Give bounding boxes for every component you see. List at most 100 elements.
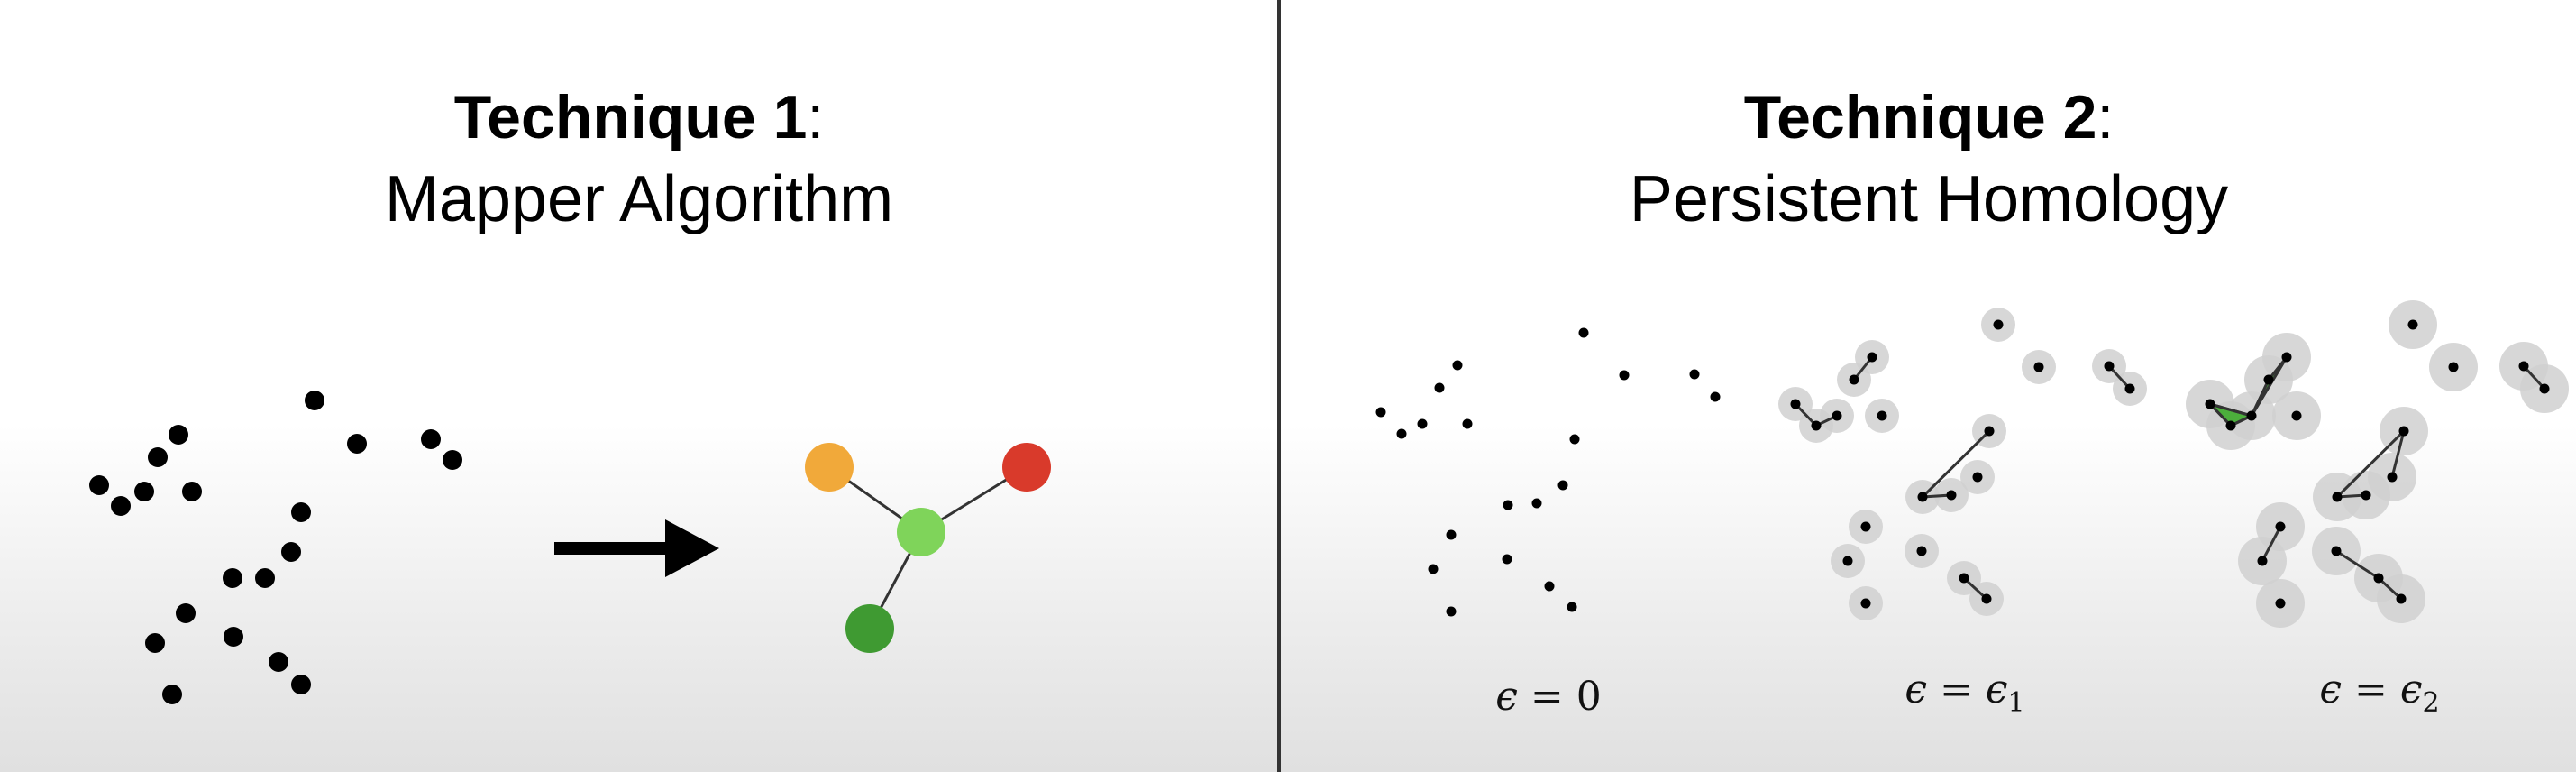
data-point bbox=[176, 603, 196, 623]
data-point bbox=[2518, 361, 2529, 372]
epsilon-label-2: ϵ = ϵ2 bbox=[2319, 666, 2439, 719]
data-point bbox=[1867, 352, 1877, 363]
graph-node-dark-green bbox=[845, 604, 894, 653]
data-point bbox=[2407, 319, 2418, 330]
technique-2-subtitle: Persistent Homology bbox=[1629, 163, 2229, 235]
data-point bbox=[1981, 593, 1992, 604]
data-point bbox=[1544, 581, 1555, 592]
technique-2-title-bold: Technique 2 bbox=[1743, 83, 2097, 152]
data-point bbox=[1567, 602, 1577, 612]
simplex-edge bbox=[1921, 429, 1991, 499]
simplex-edge bbox=[2522, 364, 2546, 391]
right-arrow-icon bbox=[554, 519, 719, 577]
data-point bbox=[443, 450, 462, 470]
data-point bbox=[269, 652, 288, 672]
data-point bbox=[2398, 426, 2409, 437]
technique-2-panel: Technique 2: Persistent Homology ϵ = 0 ϵ… bbox=[1282, 0, 2576, 772]
simplex-edge bbox=[1962, 576, 1988, 601]
panel-divider bbox=[1277, 0, 1281, 772]
technique-1-panel: Technique 1: Mapper Algorithm bbox=[0, 0, 1278, 772]
data-point bbox=[1557, 480, 1568, 491]
data-point bbox=[1860, 598, 1871, 609]
graph-node-orange bbox=[805, 443, 854, 492]
simplex-edge bbox=[2335, 549, 2380, 580]
filtration-eps-2 bbox=[2186, 300, 2569, 628]
data-point bbox=[1578, 327, 1589, 338]
data-point bbox=[1428, 564, 1439, 574]
data-point bbox=[2291, 410, 2302, 421]
data-point bbox=[1959, 573, 1969, 584]
data-point bbox=[162, 685, 182, 704]
simplex-edge bbox=[2390, 430, 2406, 478]
data-point bbox=[1710, 391, 1721, 402]
data-point bbox=[111, 496, 131, 516]
technique-1-title: Technique 1: bbox=[0, 81, 1278, 153]
data-point bbox=[2281, 352, 2292, 363]
data-point bbox=[1619, 370, 1630, 381]
data-point bbox=[281, 542, 301, 562]
point-cloud bbox=[89, 391, 462, 704]
simplex-edge bbox=[2261, 526, 2282, 562]
data-point bbox=[1446, 529, 1457, 540]
data-point bbox=[1689, 369, 1700, 380]
data-point bbox=[1417, 418, 1428, 429]
data-point bbox=[2373, 573, 2384, 584]
data-point bbox=[2539, 383, 2550, 394]
data-point bbox=[1790, 399, 1801, 409]
data-point bbox=[1434, 382, 1445, 393]
data-point bbox=[1462, 418, 1473, 429]
data-point bbox=[89, 475, 109, 495]
data-point bbox=[2361, 490, 2371, 501]
technique-1-title-colon: : bbox=[807, 83, 825, 152]
filtration-eps-1 bbox=[1778, 308, 2147, 620]
data-point bbox=[1917, 492, 1928, 502]
simplex-edge bbox=[2107, 364, 2132, 391]
data-point bbox=[182, 482, 202, 501]
simplex-edge bbox=[2208, 402, 2233, 427]
data-point bbox=[1452, 360, 1463, 371]
data-point bbox=[291, 502, 311, 522]
data-point bbox=[2396, 593, 2407, 604]
data-point bbox=[1569, 434, 1580, 445]
data-point bbox=[1860, 521, 1871, 532]
data-point bbox=[1877, 410, 1887, 421]
simplex-edge bbox=[2377, 576, 2403, 601]
data-point bbox=[2033, 362, 2044, 372]
data-point bbox=[1811, 420, 1822, 431]
data-point bbox=[2104, 361, 2115, 372]
data-point bbox=[1972, 472, 1983, 482]
data-point bbox=[1984, 426, 1995, 437]
data-point bbox=[347, 434, 367, 454]
data-point bbox=[2124, 383, 2135, 394]
graph-node-light-green bbox=[897, 508, 945, 556]
data-point bbox=[2387, 472, 2398, 482]
data-point bbox=[1503, 500, 1513, 510]
data-point bbox=[148, 447, 168, 467]
data-point bbox=[224, 627, 243, 647]
data-point bbox=[2448, 362, 2459, 372]
data-point bbox=[305, 391, 324, 410]
persistent-homology-diagram: ϵ = 0 ϵ = ϵ1 ϵ = ϵ2 bbox=[1375, 300, 2569, 720]
data-point bbox=[1375, 407, 1386, 418]
data-point bbox=[145, 633, 165, 653]
technique-1-title-bold: Technique 1 bbox=[453, 83, 808, 152]
simplex-edge bbox=[2209, 402, 2252, 418]
data-point bbox=[1849, 374, 1859, 385]
data-point bbox=[2275, 598, 2286, 609]
data-point bbox=[1946, 490, 1957, 501]
data-point bbox=[421, 429, 441, 449]
simplex-edge bbox=[1794, 402, 1818, 427]
data-point bbox=[2246, 410, 2257, 421]
epsilon-label-1: ϵ = ϵ1 bbox=[1905, 666, 2024, 719]
mapper-graph bbox=[805, 443, 1051, 653]
data-point bbox=[2275, 521, 2286, 532]
data-point bbox=[1531, 498, 1542, 509]
data-point bbox=[134, 482, 154, 501]
technique-1-subtitle: Mapper Algorithm bbox=[384, 163, 894, 235]
filtration-eps-0 bbox=[1375, 327, 1721, 617]
simplex-edge bbox=[2335, 429, 2406, 499]
data-point bbox=[2257, 556, 2268, 566]
data-point bbox=[2332, 492, 2343, 502]
data-point bbox=[1832, 410, 1842, 421]
data-point bbox=[1446, 606, 1457, 617]
